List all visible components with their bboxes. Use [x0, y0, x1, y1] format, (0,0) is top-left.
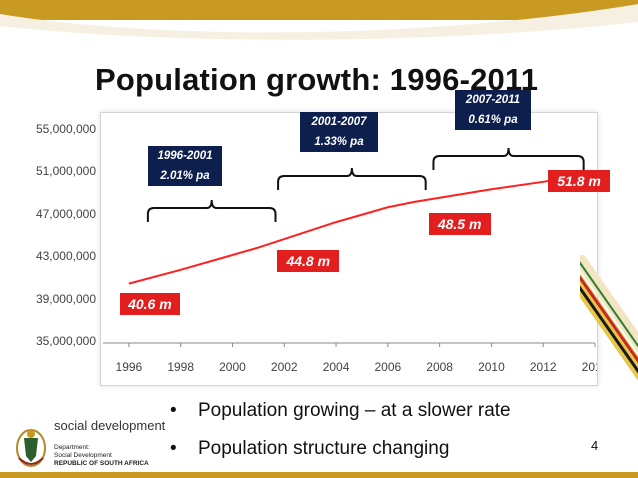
logo-line: Social Development [54, 452, 112, 459]
period-years: 2001-2007 [311, 116, 367, 128]
logo-line: Department: [54, 444, 90, 451]
bottom-accent-line [0, 472, 638, 478]
logo-department-text: Department: Social Development REPUBLIC … [54, 444, 149, 468]
top-accent-curve [0, 4, 638, 40]
population-line-chart: 1996 1998 2000 2002 2004 2006 2008 2010 2012 2014 [103, 176, 597, 374]
page-number: 4 [591, 438, 599, 453]
y-tick-label: 43,000,000 [35, 249, 96, 264]
y-tick-label: 47,000,000 [35, 206, 96, 221]
callout-2002: 44.8 m [277, 250, 340, 273]
period-rate: 2.01% pa [160, 170, 210, 182]
y-tick-label: 35,000,000 [35, 334, 96, 348]
period-years: 2007-2011 [465, 94, 521, 106]
period-label-2007-2011: 2007-2011 0.61% pa [455, 90, 531, 130]
x-tick-label: 2004 [323, 360, 350, 374]
y-tick-label: 55,000,000 [35, 121, 96, 136]
period-label-1996-2001: 1996-2001 2.01% pa [148, 146, 222, 186]
callout-2008: 48.5 m [428, 212, 491, 235]
bullet-dot: • [170, 438, 177, 459]
x-tick-label: 2014 [582, 360, 597, 374]
y-tick-label: 39,000,000 [35, 291, 96, 306]
period-rate: 0.61% pa [468, 114, 518, 126]
x-tick-label: 2000 [219, 360, 246, 374]
coat-of-arms-icon [16, 429, 46, 467]
logo-brand-text: social development [54, 418, 166, 433]
x-tick-label: 2002 [271, 360, 298, 374]
y-tick-label: 51,000,000 [35, 164, 96, 179]
x-tick-label: 2008 [426, 360, 453, 374]
bullet-text: Population growing – at a slower rate [198, 400, 511, 421]
x-tick-label: 1996 [116, 360, 143, 374]
period-rate: 1.33% pa [314, 136, 364, 148]
top-accent-band [0, 0, 638, 20]
callout-1996: 40.6 m [119, 292, 180, 315]
x-tick-label: 2006 [374, 360, 401, 374]
x-tick-label: 1998 [167, 360, 194, 374]
callout-2013: 51.8 m [548, 169, 611, 192]
period-label-2001-2007: 2001-2007 1.33% pa [300, 112, 378, 152]
population-series-line [128, 176, 570, 285]
x-tick-label: 2010 [478, 360, 505, 374]
bullet-dot: • [170, 400, 177, 421]
period-years: 1996-2001 [157, 150, 213, 162]
department-logo: social development Department: Social De… [8, 410, 165, 476]
beadwork-decoration [580, 255, 638, 385]
bullet-text: Population structure changing [198, 438, 450, 459]
x-tick-label: 2012 [530, 360, 557, 374]
logo-line: REPUBLIC OF SOUTH AFRICA [54, 460, 149, 467]
